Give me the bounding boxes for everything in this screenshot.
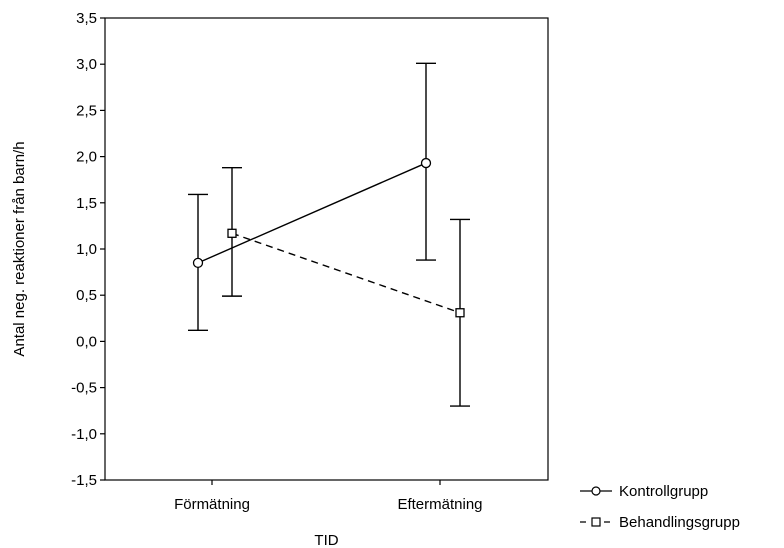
y-tick-label: 2,5: [76, 102, 97, 119]
series-1: [188, 62, 436, 332]
y-tick-label: -1,0: [71, 426, 97, 443]
series-layer: [188, 62, 470, 407]
legend: Kontrollgrupp Behandlingsgrupp: [580, 483, 740, 531]
series-2: [222, 166, 470, 407]
data-point: [227, 228, 237, 238]
legend-item: Kontrollgrupp: [580, 483, 708, 500]
y-axis-ticks: -1,5 -1,0 -0,5 0,0 0,5 1,0 1,5 2,0 2,5 3,0 3,5: [71, 10, 105, 489]
data-point: [192, 257, 204, 269]
y-tick-label: -1,5: [71, 472, 97, 489]
y-axis-title: Antal neg. reaktioner från barn/h: [11, 141, 28, 356]
x-tick-label: Förmätning: [174, 496, 250, 513]
series-line: [197, 162, 427, 264]
legend-label: Behandlingsgrupp: [619, 514, 740, 531]
x-tick-label: Eftermätning: [397, 496, 482, 513]
legend-marker: [591, 517, 601, 527]
y-tick-label: 0,0: [76, 333, 97, 350]
y-tick-label: 1,5: [76, 195, 97, 212]
plot-frame: [104, 17, 549, 481]
data-point: [420, 157, 432, 169]
x-axis-ticks: Förmätning Eftermätning: [174, 480, 483, 513]
y-tick-label: 3,0: [76, 56, 97, 73]
y-tick-label: 0,5: [76, 287, 97, 304]
y-tick-label: -0,5: [71, 380, 97, 397]
series-line: [231, 232, 461, 314]
x-axis-title: TID: [314, 532, 338, 548]
legend-marker: [591, 486, 601, 496]
legend-label: Kontrollgrupp: [619, 483, 708, 500]
data-point: [455, 308, 465, 318]
legend-item: Behandlingsgrupp: [580, 514, 740, 531]
y-tick-label: 3,5: [76, 10, 97, 27]
y-tick-label: 2,0: [76, 149, 97, 166]
y-tick-label: 1,0: [76, 241, 97, 258]
